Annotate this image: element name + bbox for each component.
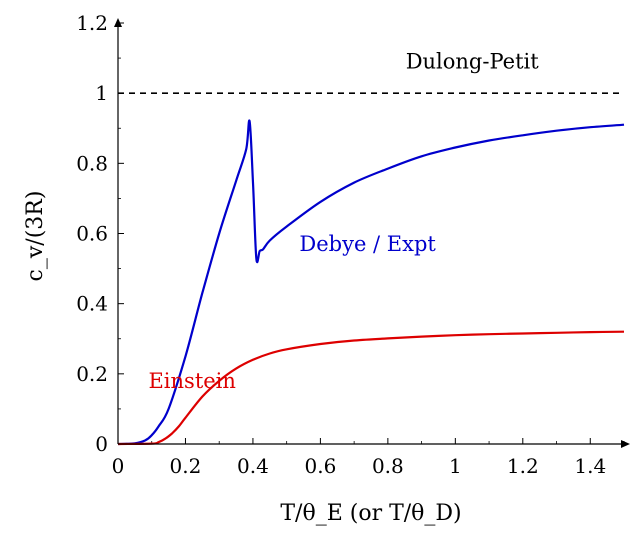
y-tick-label: 0.6 <box>76 222 108 246</box>
series-line-einstein <box>117 330 625 446</box>
annotation-einstein: Einstein <box>148 369 235 393</box>
x-tick-label: 1.4 <box>574 454 606 478</box>
annotations: Dulong-Petit Debye / Expt Einstein <box>148 50 539 393</box>
y-tick-label: 1 <box>95 81 108 105</box>
tick-labels: 0 0.2 0.4 0.6 0.8 1 1.2 1.4 0 0.2 0.4 0.6 0.8 1 1.2 <box>76 11 606 478</box>
y-tick-label: 1.2 <box>76 11 108 35</box>
y-tick-label: 0.8 <box>76 151 108 175</box>
y-tick-label: 0 <box>95 432 108 456</box>
series-layer <box>117 92 625 446</box>
x-tick-label: 0.6 <box>304 454 336 478</box>
x-tick-label: 0.2 <box>170 454 202 478</box>
y-tick-label: 0.4 <box>76 292 108 316</box>
y-axis-label: c_v/(3R) <box>23 191 48 282</box>
x-tick-label: 1 <box>449 454 462 478</box>
x-axis-arrow <box>621 440 630 448</box>
x-axis-label: T/θ_E (or T/θ_D) <box>280 501 461 526</box>
x-tick-label: 0.4 <box>237 454 269 478</box>
x-tick-label: 0.8 <box>372 454 404 478</box>
y-tick-label: 0.2 <box>76 362 108 386</box>
series-line-debye-expt <box>117 119 625 446</box>
axes <box>114 18 630 448</box>
x-tick-label: 1.2 <box>507 454 539 478</box>
annotation-debye-expt: Debye / Expt <box>299 232 436 256</box>
x-tick-label: 0 <box>112 454 125 478</box>
annotation-dulong-petit: Dulong-Petit <box>406 50 540 74</box>
y-axis-arrow <box>114 18 122 27</box>
